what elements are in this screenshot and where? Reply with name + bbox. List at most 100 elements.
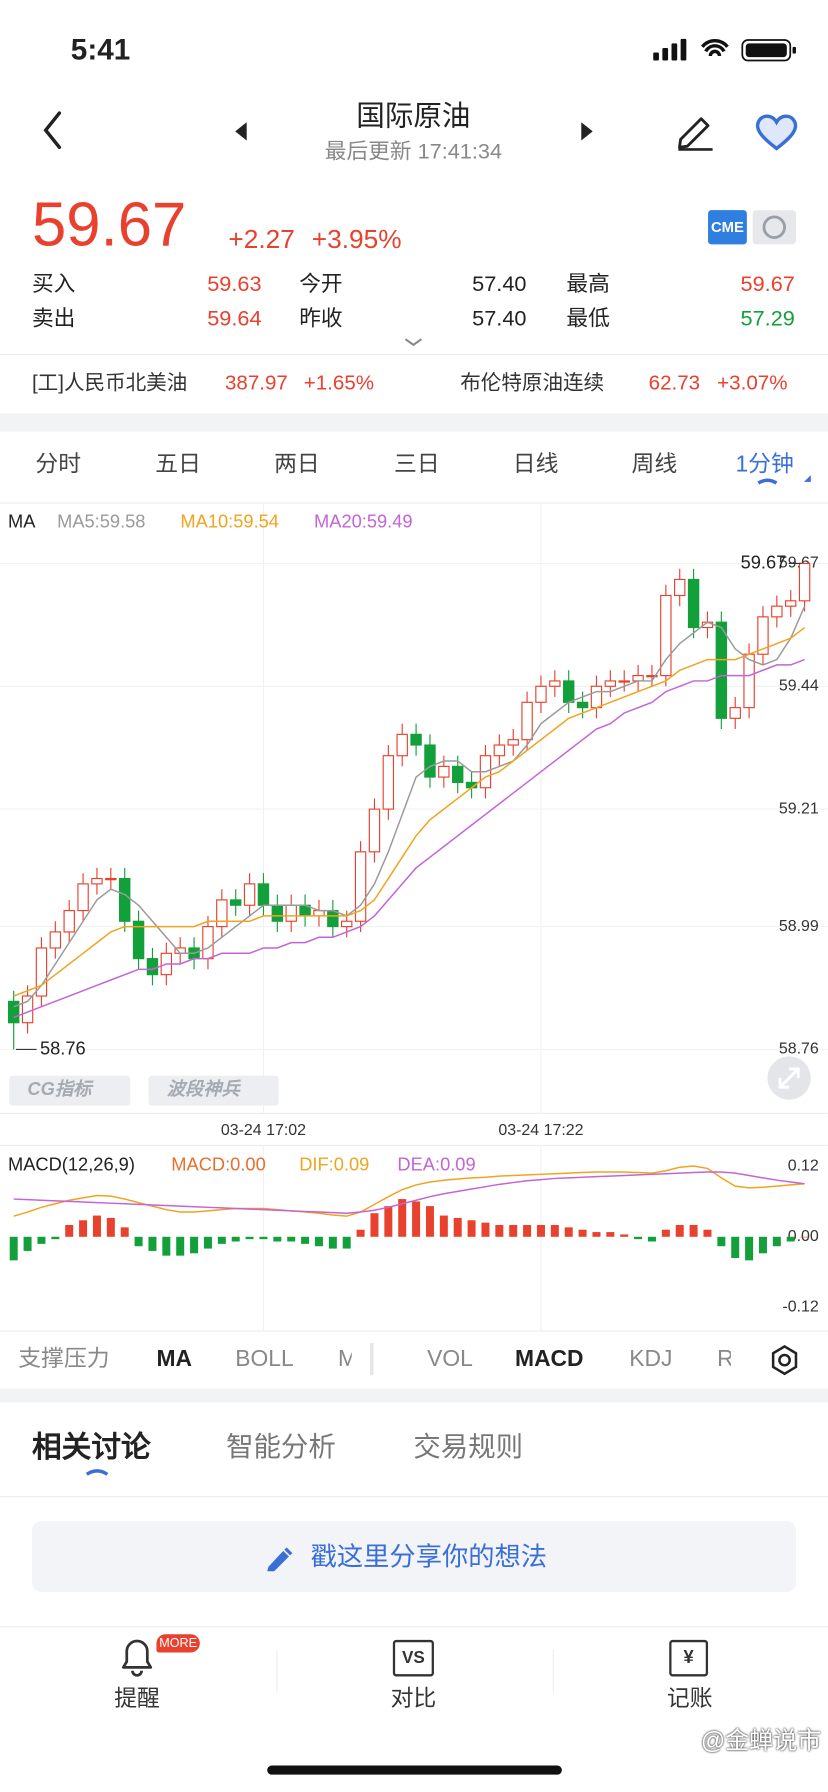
macd-bar (9, 1236, 18, 1261)
indicator-tab[interactable]: MA (156, 1346, 192, 1372)
divider (0, 1626, 828, 1628)
content-tab[interactable]: 相关讨论 (31, 1429, 151, 1465)
x-tick-label: 03-24 17:02 (221, 1122, 306, 1139)
stat-value: 59.64 (207, 307, 262, 332)
macd-bar (425, 1206, 434, 1237)
macd-bar (51, 1236, 60, 1240)
macd-bar (606, 1232, 615, 1237)
y-tick-label: 58.76 (779, 1041, 819, 1058)
x-tick-label: 03-24 17:22 (498, 1122, 583, 1139)
tool-button[interactable] (9, 1075, 131, 1106)
macd-bar (758, 1236, 767, 1254)
divider (0, 354, 828, 356)
nav-label[interactable]: 记账 (666, 1686, 713, 1712)
macd-bar (92, 1215, 101, 1237)
candle-body (507, 739, 519, 746)
candle-body (77, 883, 89, 912)
ma-legend-title: MA (7, 512, 36, 533)
candle-body (521, 701, 533, 741)
next-button[interactable] (577, 120, 600, 143)
indicator-tab[interactable]: MACD (515, 1346, 584, 1372)
candle-body (382, 755, 395, 810)
macd-bar (148, 1236, 157, 1251)
macd-bar (703, 1229, 712, 1237)
macd-legend-item: DIF:0.09 (299, 1155, 370, 1176)
period-tab[interactable]: 日线 (512, 452, 559, 478)
related-name[interactable]: [工]人民币北美油 (31, 371, 188, 394)
candle-body (771, 605, 783, 618)
candle-body (785, 600, 797, 607)
candle-body (63, 910, 75, 933)
stat-label: 最高 (566, 272, 610, 297)
macd-bar (120, 1227, 129, 1237)
macd-bar (550, 1224, 559, 1237)
nav-icon[interactable]: VS (392, 1639, 434, 1677)
macd-bar (564, 1227, 573, 1237)
period-tab[interactable]: 五日 (155, 452, 201, 478)
stat-value: 57.40 (472, 272, 527, 297)
y-tick-label: -0.12 (782, 1299, 819, 1316)
macd-bar (65, 1224, 74, 1237)
nav-label[interactable]: 提醒 (114, 1686, 160, 1712)
active-tab-marker (757, 475, 811, 485)
macd-bar (467, 1220, 476, 1237)
divider (0, 1496, 828, 1498)
section-gap (0, 1388, 828, 1403)
indicator-tab[interactable]: VOL (427, 1346, 473, 1372)
related-name[interactable]: 布伦特原油连续 (460, 371, 605, 394)
period-tab[interactable]: 周线 (631, 452, 678, 478)
content-tab[interactable]: 交易规则 (413, 1432, 524, 1463)
y-tick-label: 59.44 (779, 677, 819, 694)
back-button[interactable] (34, 108, 80, 154)
nav-label[interactable]: 对比 (390, 1686, 437, 1712)
candle-body (91, 877, 103, 885)
macd-legend-item: MACD:0.00 (171, 1155, 266, 1176)
macd-bar (342, 1236, 351, 1249)
settings-button[interactable] (767, 1343, 801, 1377)
edit-button[interactable] (674, 110, 715, 151)
period-tab[interactable]: 1分钟 (735, 452, 794, 478)
candle-body (118, 877, 131, 922)
candle-body (216, 899, 228, 928)
nav-icon[interactable] (116, 1633, 157, 1679)
expand-chevron[interactable] (402, 336, 425, 350)
macd-bar (689, 1224, 698, 1237)
stat-value: 57.40 (472, 307, 527, 332)
tab-separator (370, 1342, 374, 1375)
indicator-tab[interactable]: M (338, 1348, 352, 1371)
comment-input[interactable] (31, 1521, 796, 1592)
prev-button[interactable] (231, 120, 254, 143)
content-tab[interactable]: 智能分析 (226, 1432, 336, 1463)
stat-label: 买入 (31, 272, 76, 297)
candle-body (646, 675, 658, 678)
macd-bar (731, 1236, 740, 1259)
macd-bar (370, 1213, 379, 1237)
period-tab[interactable]: 分时 (35, 452, 82, 478)
stat-label: 今开 (299, 272, 343, 297)
pencil-icon (267, 1547, 293, 1572)
candle-body (590, 685, 603, 709)
period-tab[interactable]: 两日 (274, 452, 320, 478)
candle-body (438, 765, 450, 778)
macd-bar (786, 1236, 795, 1242)
indicator-tab[interactable]: RS (717, 1348, 731, 1371)
macd-bar (509, 1224, 518, 1237)
tool-label: 波段神兵 (166, 1080, 240, 1100)
fullscreen-button[interactable] (766, 1055, 812, 1101)
indicator-tab[interactable]: KDJ (629, 1346, 673, 1372)
period-tab[interactable]: 三日 (393, 452, 440, 478)
indicator-tab[interactable]: 支撑压力 (18, 1346, 110, 1372)
macd-bar (675, 1224, 684, 1237)
tool-button[interactable] (148, 1075, 279, 1106)
page-title: 国际原油 (356, 100, 471, 133)
stat-label: 昨收 (299, 307, 343, 332)
favorite-button[interactable] (754, 112, 800, 153)
candle-body (243, 883, 256, 906)
macd-bar (328, 1236, 337, 1249)
macd-legend-item: DEA:0.09 (397, 1155, 476, 1176)
indicator-tab[interactable]: BOLL (235, 1346, 294, 1372)
nav-icon[interactable]: ¥ (669, 1639, 709, 1677)
macd-bar (314, 1236, 323, 1247)
related-change: +1.65% (303, 371, 375, 394)
